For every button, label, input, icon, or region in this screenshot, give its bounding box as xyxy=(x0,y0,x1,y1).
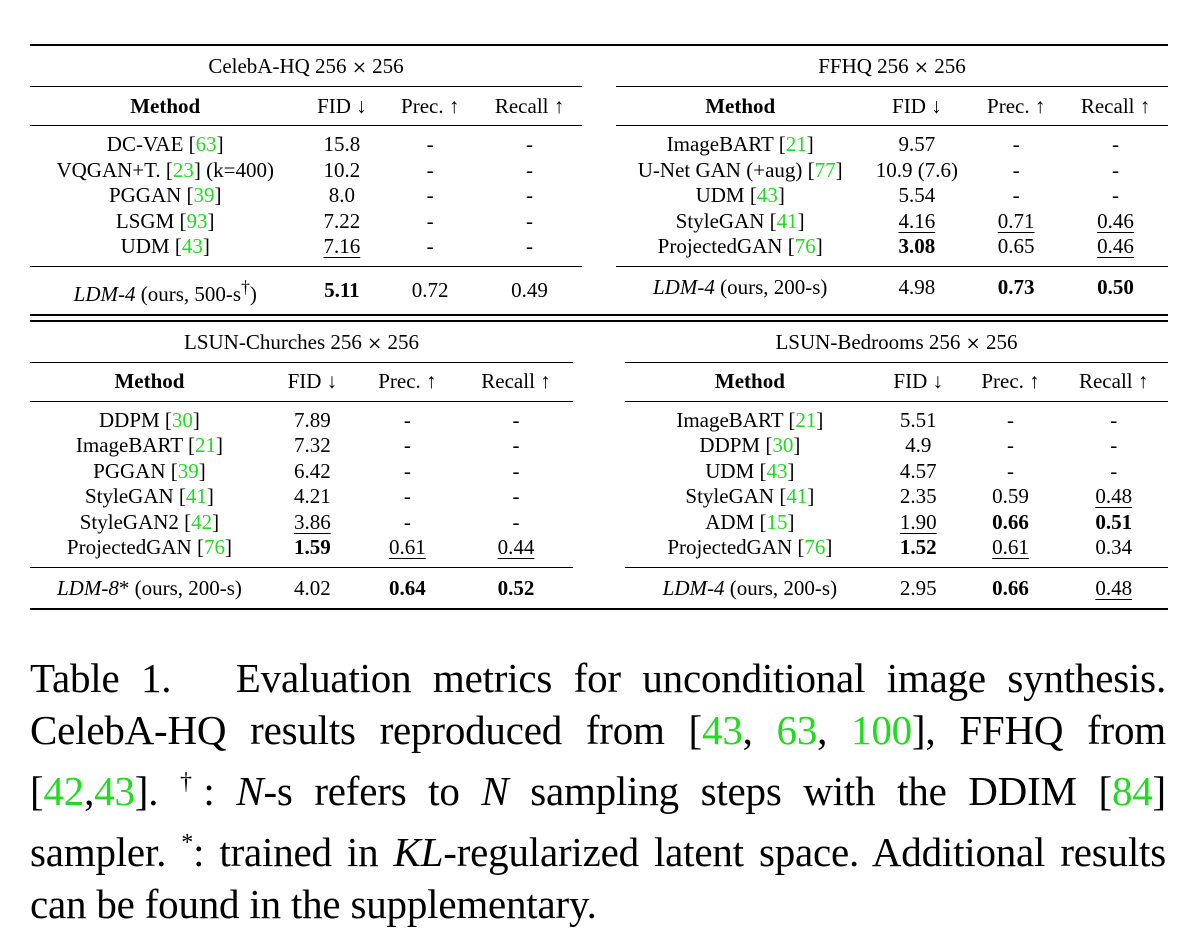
header-prec: Prec. ↑ xyxy=(969,87,1064,126)
table-row: ADM [15] 1.90 0.66 0.51 xyxy=(705,509,1133,534)
citation-link[interactable]: 43 xyxy=(766,458,788,483)
header-fid: FID ↓ xyxy=(864,87,970,126)
bedrooms-table: Method FID ↓ Prec. ↑ Recall ↑ ImageBART … xyxy=(625,362,1168,608)
churches-title: LSUN-Churches 256 × 256 xyxy=(30,322,573,363)
citation-link[interactable]: 23 xyxy=(172,157,194,182)
header-method: Method xyxy=(30,87,301,126)
citation-link[interactable]: 30 xyxy=(772,433,794,457)
table-row: ImageBART [21] 9.57 - - xyxy=(666,132,1120,156)
table-row: StyleGAN2 [42] 3.86 - - xyxy=(79,509,520,534)
table-row: PGGAN [39] 8.0 - - xyxy=(108,183,534,207)
citation-link[interactable]: 41 xyxy=(786,484,808,508)
header-fid: FID ↓ xyxy=(300,87,384,126)
citation-link[interactable]: 30 xyxy=(171,407,193,432)
bedrooms-block: LSUN-Bedrooms 256 × 256 Method FID ↓ Pre… xyxy=(625,322,1168,608)
header-method: Method xyxy=(616,87,865,126)
bedrooms-title: LSUN-Bedrooms 256 × 256 xyxy=(625,322,1168,363)
header-recall: Recall ↑ xyxy=(1059,362,1168,402)
citation-link[interactable]: 63 xyxy=(195,132,217,156)
churches-block: LSUN-Churches 256 × 256 Method FID ↓ Pre… xyxy=(30,322,573,608)
table-row: PGGAN [39] 6.42 - - xyxy=(93,458,520,483)
citation-link[interactable]: 76 xyxy=(203,535,225,559)
citation-link[interactable]: 15 xyxy=(766,509,788,534)
citation-link[interactable]: 63 xyxy=(776,707,818,753)
citation-link[interactable]: 43 xyxy=(702,707,743,753)
citation-link[interactable]: 21 xyxy=(785,132,807,156)
table-row: LSGM [93] 7.22 - - xyxy=(115,208,534,233)
double-rule xyxy=(30,313,1168,322)
churches-table: Method FID ↓ Prec. ↑ Recall ↑ DDPM [30] … xyxy=(30,362,573,608)
citation-link[interactable]: 41 xyxy=(776,208,798,233)
citation-link[interactable]: 41 xyxy=(185,484,207,508)
table-row: ProjectedGAN [76] 3.08 0.65 0.46 xyxy=(657,234,1134,258)
citation-link[interactable]: 42 xyxy=(43,768,85,814)
citation-link[interactable]: 39 xyxy=(177,458,199,483)
header-prec: Prec. ↑ xyxy=(961,362,1060,402)
table-row: StyleGAN [41] 4.21 - - xyxy=(85,484,520,508)
header-fid: FID ↓ xyxy=(268,362,356,402)
header-fid: FID ↓ xyxy=(874,362,962,402)
table-row: UDM [43] 7.16 - - xyxy=(120,234,534,258)
results-table: CelebA-HQ 256 × 256 Method FID ↓ Prec. ↑… xyxy=(30,44,1168,610)
table-row: ImageBART [21] 7.32 - - xyxy=(75,433,520,457)
citation-link[interactable]: 76 xyxy=(804,535,826,559)
ffhq-title: FFHQ 256 × 256 xyxy=(616,46,1168,87)
table-row: U-Net GAN (+aug) [77] 10.9 (7.6) - - xyxy=(637,157,1120,182)
ffhq-block: FFHQ 256 × 256 Method FID ↓ Prec. ↑ Reca… xyxy=(616,46,1168,314)
table-row-ours: LDM-4 (ours, 200-s) 2.95 0.66 0.48 xyxy=(625,566,1168,608)
citation-link[interactable]: 21 xyxy=(795,407,817,432)
table-row: ImageBART [21] 5.51 - - xyxy=(676,407,1118,432)
table-row: StyleGAN [41] 4.16 0.71 0.46 xyxy=(675,208,1134,233)
table-row: UDM [43] 4.57 - - xyxy=(705,458,1118,483)
table-row-ours: LDM-4 (ours, 500-s†) 5.11 0.72 0.49 xyxy=(30,265,582,314)
table-row: StyleGAN [41] 2.35 0.59 0.48 xyxy=(685,484,1133,508)
header-prec: Prec. ↑ xyxy=(383,87,478,126)
citation-link[interactable]: 21 xyxy=(195,433,216,457)
citation-link[interactable]: 84 xyxy=(1111,768,1153,814)
table-row: DC-VAE [63] 15.8 - - xyxy=(106,132,534,156)
header-recall: Recall ↑ xyxy=(458,362,573,402)
citation-link[interactable]: 39 xyxy=(193,183,215,207)
citation-link[interactable]: 43 xyxy=(181,234,203,258)
table-row: ProjectedGAN [76] 1.59 0.61 0.44 xyxy=(66,535,535,559)
table-row: UDM [43] 5.54 - - xyxy=(695,183,1120,207)
table-row-ours: LDM-8* (ours, 200-s) 4.02 0.64 0.52 xyxy=(30,566,573,608)
caption-label: Table 1. xyxy=(30,655,172,701)
citation-link[interactable]: 76 xyxy=(794,234,816,258)
header-method: Method xyxy=(625,362,875,402)
celeba-title: CelebA-HQ 256 × 256 xyxy=(30,46,582,87)
table-row: ProjectedGAN [76] 1.52 0.61 0.34 xyxy=(667,535,1133,559)
citation-link[interactable]: 77 xyxy=(814,157,836,182)
celeba-block: CelebA-HQ 256 × 256 Method FID ↓ Prec. ↑… xyxy=(30,46,582,314)
table-row: VQGAN+T. [23] (k=400) 10.2 - - xyxy=(56,157,534,182)
header-prec: Prec. ↑ xyxy=(355,362,459,402)
citation-link[interactable]: 43 xyxy=(94,768,135,814)
citation-link[interactable]: 93 xyxy=(186,208,208,233)
ffhq-table: Method FID ↓ Prec. ↑ Recall ↑ ImageBART … xyxy=(616,87,1168,307)
table-bottom-row: LSUN-Churches 256 × 256 Method FID ↓ Pre… xyxy=(30,322,1168,610)
celeba-table: Method FID ↓ Prec. ↑ Recall ↑ DC-VAE [63… xyxy=(30,87,582,314)
citation-link[interactable]: 43 xyxy=(756,183,778,207)
header-method: Method xyxy=(30,362,269,402)
citation-link[interactable]: 100 xyxy=(851,707,912,753)
table-caption: Table 1. Evaluation metrics for uncondit… xyxy=(30,655,1167,927)
table-top-row: CelebA-HQ 256 × 256 Method FID ↓ Prec. ↑… xyxy=(30,46,1168,314)
table-row: DDPM [30] 4.9 - - xyxy=(699,433,1118,457)
citation-link[interactable]: 42 xyxy=(191,509,213,534)
table-row: DDPM [30] 7.89 - - xyxy=(98,407,520,432)
header-recall: Recall ↑ xyxy=(1063,87,1168,126)
table-row-ours: LDM-4 (ours, 200-s) 4.98 0.73 0.50 xyxy=(616,265,1168,307)
header-recall: Recall ↑ xyxy=(477,87,582,126)
